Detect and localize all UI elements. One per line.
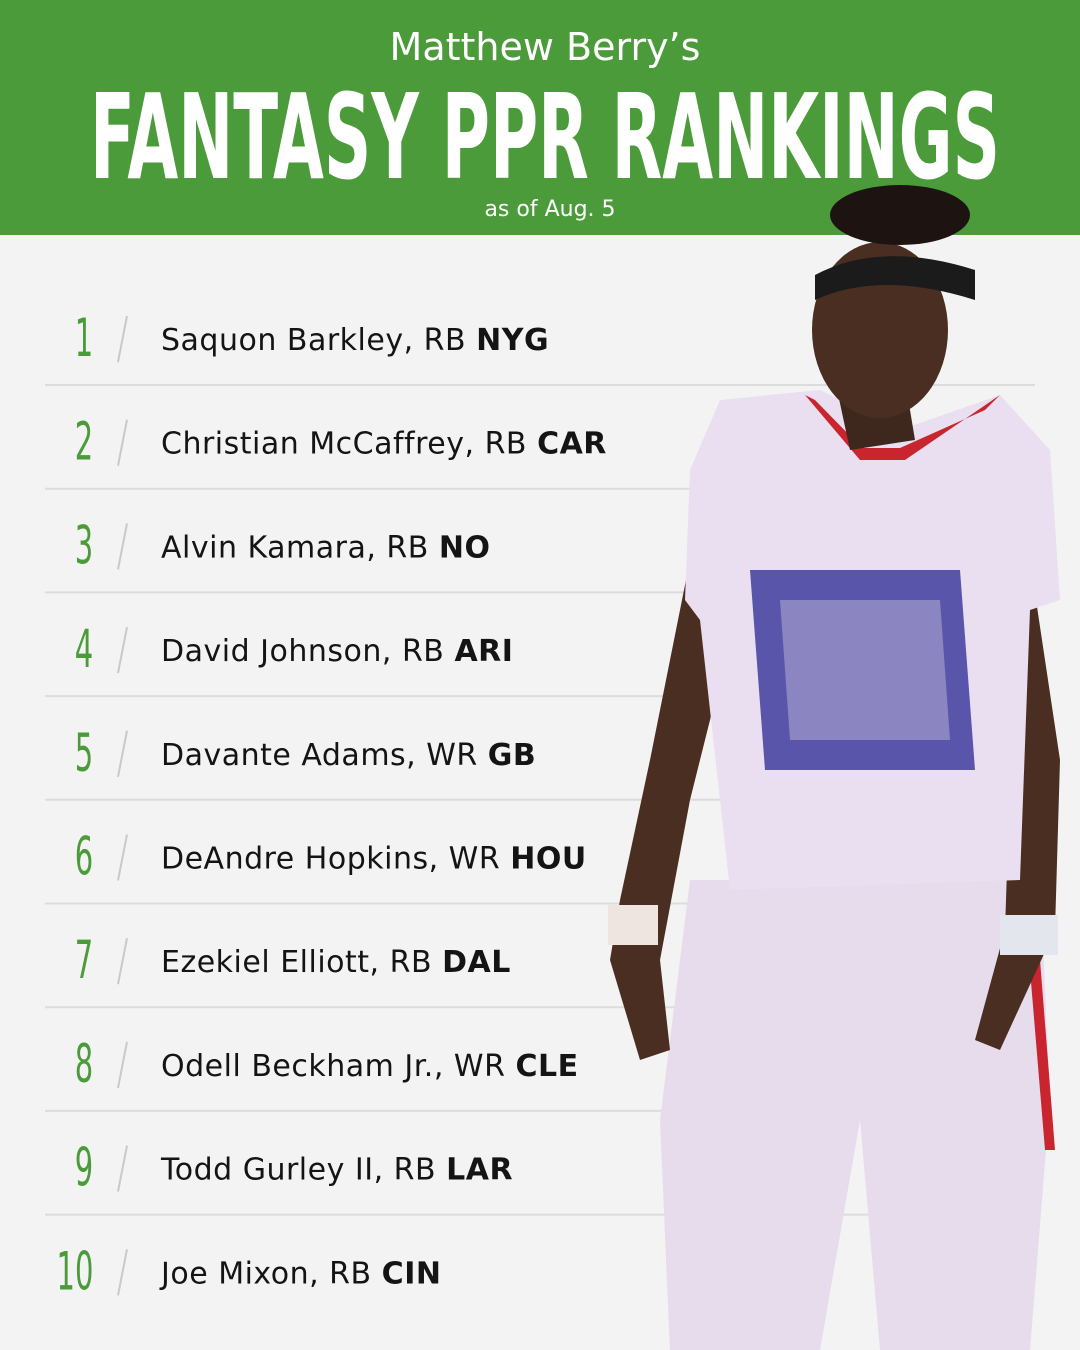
player-entry: Todd Gurley II, RB LAR (160, 1153, 513, 1188)
subtitle: as of Aug. 5 (484, 197, 615, 222)
ranking-row: 1 Saquon Barkley, RB NYG (45, 309, 1035, 386)
title: FANTASY PPR RANKINGS (90, 68, 1000, 206)
rank-number: 10 (57, 1242, 94, 1303)
slash (117, 834, 128, 881)
slash (117, 523, 128, 570)
player-entry: Joe Mixon, RB CIN (159, 1256, 441, 1291)
slash (117, 626, 128, 674)
player-entry: Christian McCaffrey, RB CAR (161, 427, 607, 462)
player-name: Odell Beckham Jr., WR (161, 1049, 505, 1084)
team: GB (488, 738, 537, 773)
player-name: DeAndre Hopkins, WR (161, 842, 500, 877)
player-name: Joe Mixon, RB (159, 1256, 372, 1291)
ranking-row: 2 Christian McCaffrey, RB CAR (45, 413, 1035, 490)
rank-number: 1 (75, 309, 93, 370)
player-name: Christian McCaffrey, RB (161, 427, 527, 462)
player-entry: Ezekiel Elliott, RB DAL (161, 945, 511, 980)
ranking-row: 6 DeAndre Hopkins, WR HOU (45, 827, 1035, 905)
rankings-list: 1 Saquon Barkley, RB NYG 2 Christian McCaff… (45, 309, 1035, 1303)
slash (117, 1041, 128, 1089)
rank-number: 6 (75, 827, 93, 888)
rank-number: 2 (75, 413, 93, 474)
slash (117, 1249, 128, 1296)
player-name: Ezekiel Elliott, RB (161, 945, 432, 980)
rank-number: 8 (75, 1035, 93, 1096)
team: CIN (382, 1256, 442, 1291)
slash (117, 419, 128, 466)
player-entry: DeAndre Hopkins, WR HOU (161, 842, 587, 877)
rank-number: 4 (75, 620, 93, 681)
rank-number: 5 (75, 724, 93, 785)
player-name: Todd Gurley II, RB (160, 1153, 436, 1188)
player-name: David Johnson, RB (161, 634, 444, 669)
team: CLE (515, 1049, 578, 1084)
team: NO (439, 530, 491, 565)
player-entry: Saquon Barkley, RB NYG (161, 323, 549, 358)
player-entry: David Johnson, RB ARI (161, 634, 513, 669)
player-name: Davante Adams, WR (161, 738, 478, 773)
slash (117, 938, 128, 985)
team: HOU (510, 842, 586, 877)
rank-number: 9 (75, 1139, 93, 1200)
rank-number: 7 (75, 931, 93, 992)
team: NYG (476, 323, 549, 358)
slash (117, 315, 128, 363)
ranking-row: 9 Todd Gurley II, RB LAR (45, 1139, 1035, 1216)
player-name: Saquon Barkley, RB (161, 323, 466, 358)
team: LAR (446, 1153, 513, 1188)
team: DAL (442, 945, 511, 980)
team: CAR (537, 427, 607, 462)
player-name: Alvin Kamara, RB (161, 530, 429, 565)
rank-number: 3 (75, 516, 93, 577)
player-entry: Alvin Kamara, RB NO (161, 530, 491, 565)
slash (117, 730, 128, 777)
team: ARI (454, 634, 513, 669)
player-entry: Davante Adams, WR GB (161, 738, 536, 773)
slash (117, 1145, 128, 1192)
ranking-row: 5 Davante Adams, WR GB (45, 724, 1035, 801)
player-photo (608, 185, 1060, 1350)
byline: Matthew Berry’s (390, 25, 701, 69)
ranking-row: 10 Joe Mixon, RB CIN (57, 1242, 441, 1303)
ranking-row: 7 Ezekiel Elliott, RB DAL (45, 931, 1035, 1009)
player-entry: Odell Beckham Jr., WR CLE (161, 1049, 579, 1084)
